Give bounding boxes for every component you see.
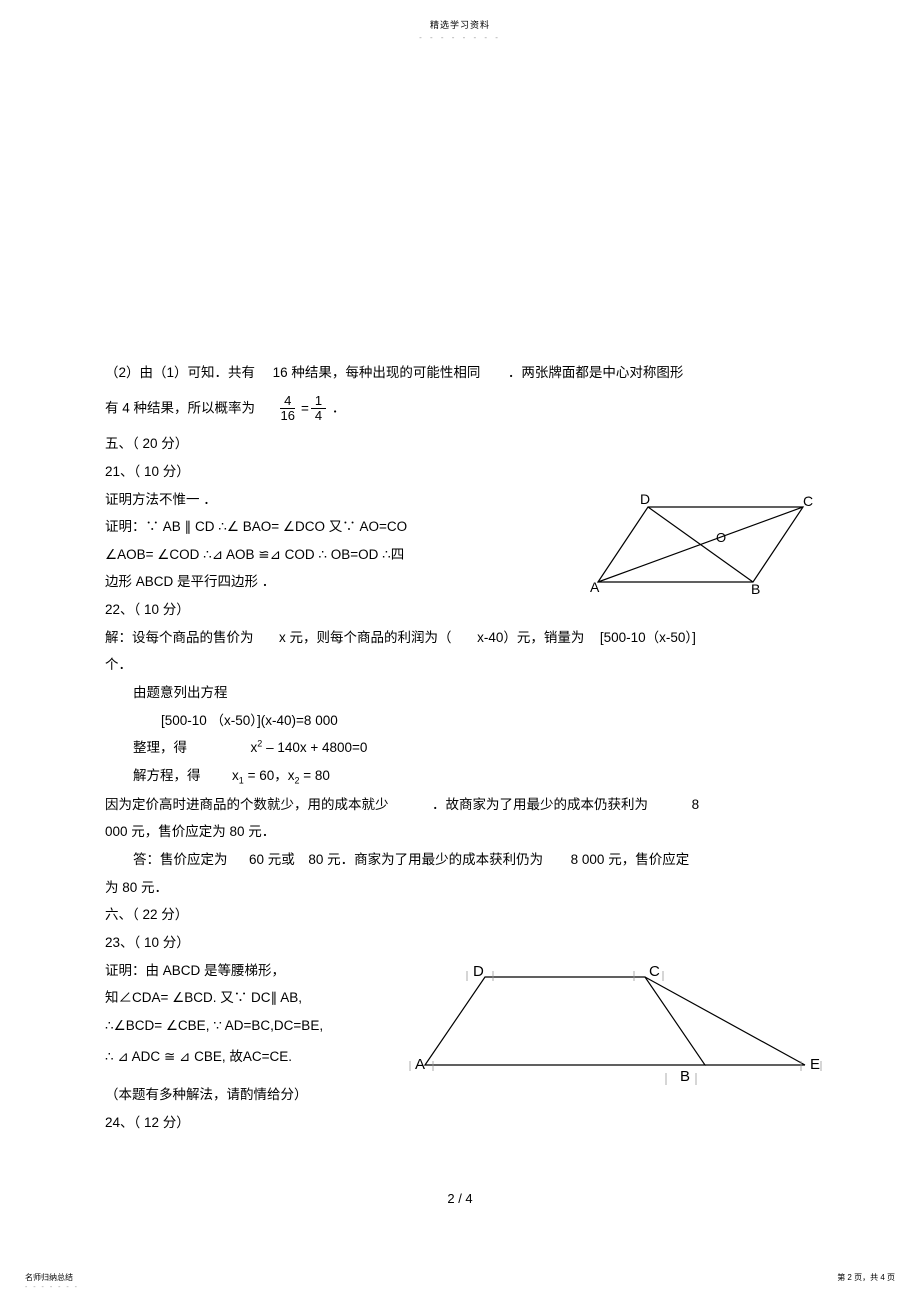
label-e: E [810, 1056, 820, 1073]
header-dots: - - - - - - - - [0, 33, 920, 42]
text: 答：售价应定为 [133, 852, 228, 867]
problem-number: 21、（ 10 分） [105, 459, 815, 485]
text-line: （2）由（1）可知．共有 16 种结果，每种出现的可能性相同 ．两张牌面都是中心… [105, 360, 815, 386]
text: [500-10（x-50）] [600, 630, 696, 645]
text: ADC [132, 1049, 164, 1064]
parallelogram-diagram: A B C D O [588, 492, 813, 597]
text: 解：设每个商品的售价为 [105, 630, 254, 645]
label-c: C [649, 965, 660, 980]
text: x [232, 768, 239, 783]
text: x-40）元，销量为 [477, 630, 584, 645]
page-number: 2 / 4 [447, 1191, 472, 1206]
superscript: 2 [257, 739, 262, 749]
problem-number: 24、（ 12 分） [105, 1110, 815, 1136]
equals: = [301, 396, 309, 422]
text: 解方程，得 [133, 768, 201, 783]
label-c: C [803, 493, 813, 509]
text: 有 4 种结果，所以概率为 [105, 400, 255, 415]
text: 16 种结果，每种出现的可能性相同 [273, 365, 481, 380]
equation-line: [500-10 （x-50）](x-40)=8 000 [105, 708, 815, 734]
text: = 60，x [248, 768, 295, 783]
subscript: 2 [294, 776, 299, 786]
text: 80 元．商家为了用最少的成本获利仍为 [308, 852, 543, 867]
text-line: 有 4 种结果，所以概率为 4 16 = 1 4 ． [105, 394, 815, 424]
trapezoid-diagram: A B C D E [405, 965, 825, 1085]
text: ． [332, 400, 346, 415]
section-heading: 六、（ 22 分） [105, 902, 815, 928]
fraction: 4 16 [277, 394, 299, 424]
equation-line: 解方程，得 x1 = 60，x2 = 80 [105, 763, 815, 790]
problem-number: 23、（ 10 分） [105, 930, 815, 956]
label-a: A [415, 1056, 425, 1073]
text: ．两张牌面都是中心对称图形 [508, 365, 684, 380]
footer-right-text: 第 2 页，共 4 页 [837, 1272, 895, 1283]
label-d: D [473, 965, 484, 980]
text: 因为定价高时进商品的个数就少，用的成本就少 [105, 797, 389, 812]
denominator: 4 [311, 409, 326, 423]
section-heading: 五、（ 20 分） [105, 431, 815, 457]
label-o: O [716, 530, 726, 545]
text: 整理，得 [133, 740, 187, 755]
equation-line: 整理，得 x2 – 140x + 4800=0 [105, 735, 815, 761]
congruent-symbol: ≅ [164, 1049, 175, 1064]
header-title: 精选学习资料 [0, 0, 920, 31]
problem-number: 22、（ 10 分） [105, 597, 815, 623]
text: – 140x + 4800=0 [266, 740, 367, 755]
triangle-symbol: ⊿ [117, 1049, 128, 1064]
text: = 80 [303, 768, 330, 783]
footer-left-dots: - - - - - - - [25, 1284, 79, 1291]
label-b: B [751, 581, 760, 597]
text-line: 为 80 元． [105, 875, 815, 901]
label-d: D [640, 492, 650, 507]
text: 8 [692, 797, 700, 812]
text-line: 答：售价应定为 60 元或 80 元．商家为了用最少的成本获利仍为 8 000 … [105, 847, 815, 873]
numerator: 4 [280, 394, 295, 409]
main-content: （2）由（1）可知．共有 16 种结果，每种出现的可能性相同 ．两张牌面都是中心… [105, 360, 815, 1137]
text-line: 000 元，售价应定为 80 元． [105, 819, 815, 845]
fraction: 1 4 [311, 394, 326, 424]
label-a: A [590, 579, 600, 595]
denominator: 16 [277, 409, 299, 423]
text-line: 由题意列出方程 [105, 680, 815, 706]
text: 60 元或 [249, 852, 295, 867]
label-b: B [680, 1068, 690, 1085]
footer-left-text: 名师归纳总结 [25, 1272, 73, 1283]
text: CBE, 故AC=CE. [194, 1049, 292, 1064]
text-line: （本题有多种解法，请酌情给分） [105, 1082, 815, 1108]
text-line: 因为定价高时进商品的个数就少，用的成本就少 ．故商家为了用最少的成本仍获利为 8 [105, 792, 815, 818]
text-line: 个． [105, 652, 815, 678]
triangle-symbol: ⊿ [179, 1049, 190, 1064]
text: x 元，则每个商品的利润为（ [279, 630, 452, 645]
numerator: 1 [311, 394, 326, 409]
text: ∴ [105, 1049, 117, 1064]
text: 8 000 元，售价应定 [571, 852, 690, 867]
text: （2）由（1）可知．共有 [105, 365, 255, 380]
subscript: 1 [239, 776, 244, 786]
text: ．故商家为了用最少的成本仍获利为 [432, 797, 648, 812]
text-line: 解：设每个商品的售价为 x 元，则每个商品的利润为（ x-40）元，销量为 [5… [105, 625, 815, 651]
